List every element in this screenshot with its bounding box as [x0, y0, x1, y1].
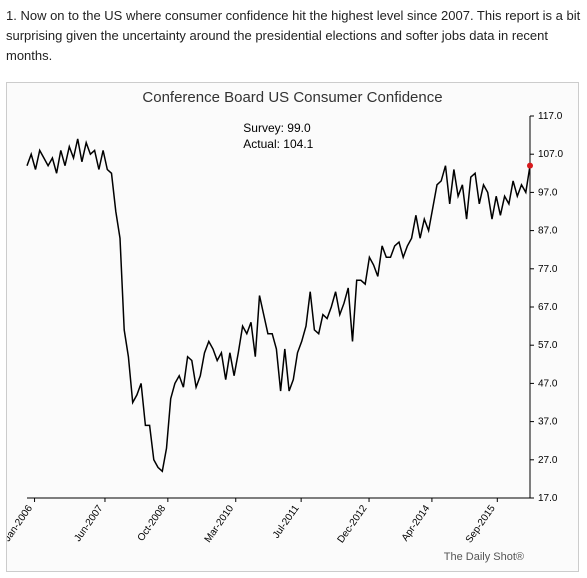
y-tick-label: 27.0: [538, 455, 558, 466]
chart-container: Conference Board US Consumer Confidence …: [6, 82, 579, 572]
x-tick-label: Apr-2014: [400, 503, 433, 543]
actual-line: Actual: 104.1: [243, 137, 313, 151]
y-tick-label: 47.0: [538, 379, 558, 390]
x-tick-label: Sep-2015: [464, 503, 498, 545]
source-label: The Daily Shot®: [444, 551, 524, 563]
y-tick-label: 87.0: [538, 226, 558, 237]
x-tick-label: Jun-2007: [72, 503, 105, 544]
y-tick-label: 97.0: [538, 188, 558, 199]
line-chart: 117.0 107.0 97.0 87.0 77.0 67.0 57.0 47.0 37.0 27…: [7, 106, 580, 568]
y-tick-label: 77.0: [538, 264, 558, 275]
y-tick-label: 67.0: [538, 302, 558, 313]
x-tick-label: Dec-2012: [336, 503, 370, 545]
survey-line: Survey: 99.0: [243, 121, 311, 135]
x-tick-label: Oct-2008: [136, 503, 169, 543]
y-tick-label: 17.0: [538, 493, 558, 504]
y-tick-label: 57.0: [538, 341, 558, 352]
y-tick-label: 117.0: [538, 111, 563, 122]
x-tick-label: Mar-2010: [203, 503, 237, 545]
endpoint-marker: [527, 163, 533, 169]
x-tick-label: Jan-2006: [7, 503, 35, 544]
data-series: [27, 139, 530, 471]
y-tick-label: 37.0: [538, 417, 558, 428]
y-tick-label: 107.0: [538, 150, 563, 161]
chart-title: Conference Board US Consumer Confidence: [7, 83, 578, 106]
survey-annotation: Survey: 99.0 Actual: 104.1: [243, 121, 313, 151]
intro-paragraph: 1. Now on to the US where consumer confi…: [0, 0, 587, 76]
x-tick-label: Jul-2011: [271, 503, 302, 540]
